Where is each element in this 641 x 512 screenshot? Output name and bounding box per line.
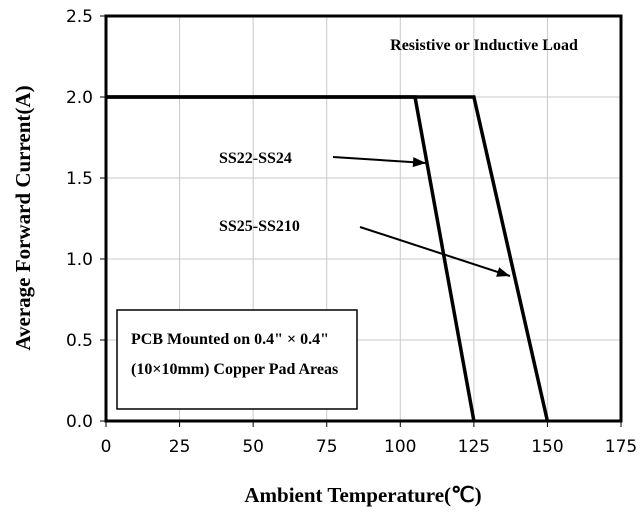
y-tick-label: 0.5	[66, 331, 93, 351]
y-tick-label: 1.5	[66, 169, 93, 189]
pcb-note-line-2: (10×10mm) Copper Pad Areas	[131, 361, 338, 378]
series-label-ss25-ss210: SS25-SS210	[219, 218, 300, 235]
x-tick-label: 50	[242, 437, 264, 457]
x-tick-labels: 0 25 50 75 100 125 150 175	[101, 421, 637, 457]
series-lines	[106, 95, 550, 422]
x-tick-label: 0	[101, 437, 112, 457]
x-tick-label: 75	[316, 437, 338, 457]
plot-frame	[104, 14, 623, 423]
series-line-1	[106, 95, 550, 422]
y-axis-title: Average Forward Current(A)	[11, 85, 35, 350]
arrow-ss25-ss210-head	[496, 267, 510, 277]
arrow-ss25-ss210-line	[359, 226, 511, 277]
pcb-note-line-1: PCB Mounted on 0.4" × 0.4"	[131, 331, 329, 348]
y-tick-label: 0.0	[66, 412, 93, 432]
annotation-arrows	[332, 156, 511, 277]
x-axis-title: Ambient Temperature(℃)	[244, 483, 481, 507]
load-note: Resistive or Inductive Load	[390, 37, 578, 54]
series-label-ss22-ss24: SS22-SS24	[219, 150, 292, 167]
x-tick-label: 25	[169, 437, 191, 457]
x-tick-label: 100	[384, 437, 416, 457]
x-tick-label: 175	[605, 437, 637, 457]
y-tick-label: 2.0	[66, 88, 93, 108]
y-tick-label: 2.5	[66, 7, 93, 27]
x-tick-label: 150	[531, 437, 563, 457]
x-tick-label: 125	[458, 437, 490, 457]
pcb-note-box	[116, 309, 358, 410]
arrow-ss22-ss24-line	[332, 156, 427, 164]
y-tick-label: 1.0	[66, 250, 93, 270]
arrow-ss22-ss24-head	[412, 157, 426, 168]
y-tick-labels: 0.0 0.5 1.0 1.5 2.0 2.5	[66, 7, 106, 432]
